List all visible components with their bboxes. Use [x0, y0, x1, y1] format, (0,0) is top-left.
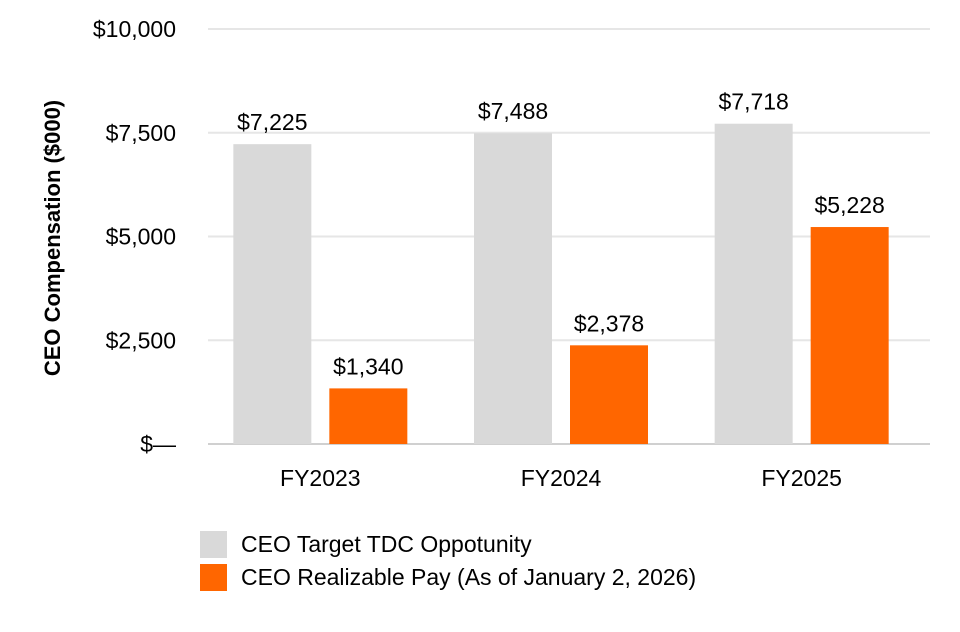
- bar-target-FY2023: [233, 144, 312, 444]
- bars: [233, 123, 889, 445]
- legend: CEO Target TDC Oppotunity CEO Realizable…: [200, 528, 696, 594]
- legend-swatch-realizable: [200, 564, 227, 591]
- data-label: $7,488: [478, 98, 548, 124]
- data-label: $5,228: [814, 192, 884, 218]
- y-axis-ticks: $— $2,500 $5,000 $7,500 $10,000: [93, 16, 176, 457]
- data-label: $2,378: [574, 310, 644, 336]
- y-tick-label: $—: [140, 431, 176, 457]
- y-tick-label: $7,500: [106, 120, 176, 146]
- legend-label-target: CEO Target TDC Oppotunity: [241, 531, 532, 557]
- x-axis-ticks: FY2023 FY2024 FY2025: [280, 465, 842, 491]
- bar-realizable-FY2025: [810, 227, 889, 444]
- legend-item-target: CEO Target TDC Oppotunity: [200, 528, 696, 561]
- data-label: $1,340: [333, 353, 403, 379]
- y-tick-label: $2,500: [106, 327, 176, 353]
- data-label: $7,225: [237, 109, 307, 135]
- x-tick-label: FY2025: [761, 465, 842, 491]
- y-tick-label: $5,000: [106, 224, 176, 250]
- legend-label-realizable: CEO Realizable Pay (As of January 2, 202…: [241, 564, 697, 590]
- legend-item-realizable: CEO Realizable Pay (As of January 2, 202…: [200, 561, 696, 594]
- bar-target-FY2025: [714, 123, 793, 444]
- x-tick-label: FY2023: [280, 465, 361, 491]
- bar-realizable-FY2023: [329, 388, 408, 444]
- bar-target-FY2024: [474, 133, 552, 445]
- x-tick-label: FY2024: [521, 465, 602, 491]
- data-label: $7,718: [718, 89, 788, 115]
- gridlines: [208, 28, 930, 445]
- bar-chart: $— $2,500 $5,000 $7,500 $10,000 $7,225 $1,340…: [40, 16, 930, 491]
- y-axis-label: CEO Compensation ($000): [40, 100, 65, 376]
- legend-swatch-target: [200, 531, 227, 558]
- data-labels: $7,225 $1,340 $7,488 $2,378 $7,718 $5,228: [237, 89, 885, 380]
- bar-realizable-FY2024: [570, 345, 648, 444]
- y-tick-label: $10,000: [93, 16, 176, 42]
